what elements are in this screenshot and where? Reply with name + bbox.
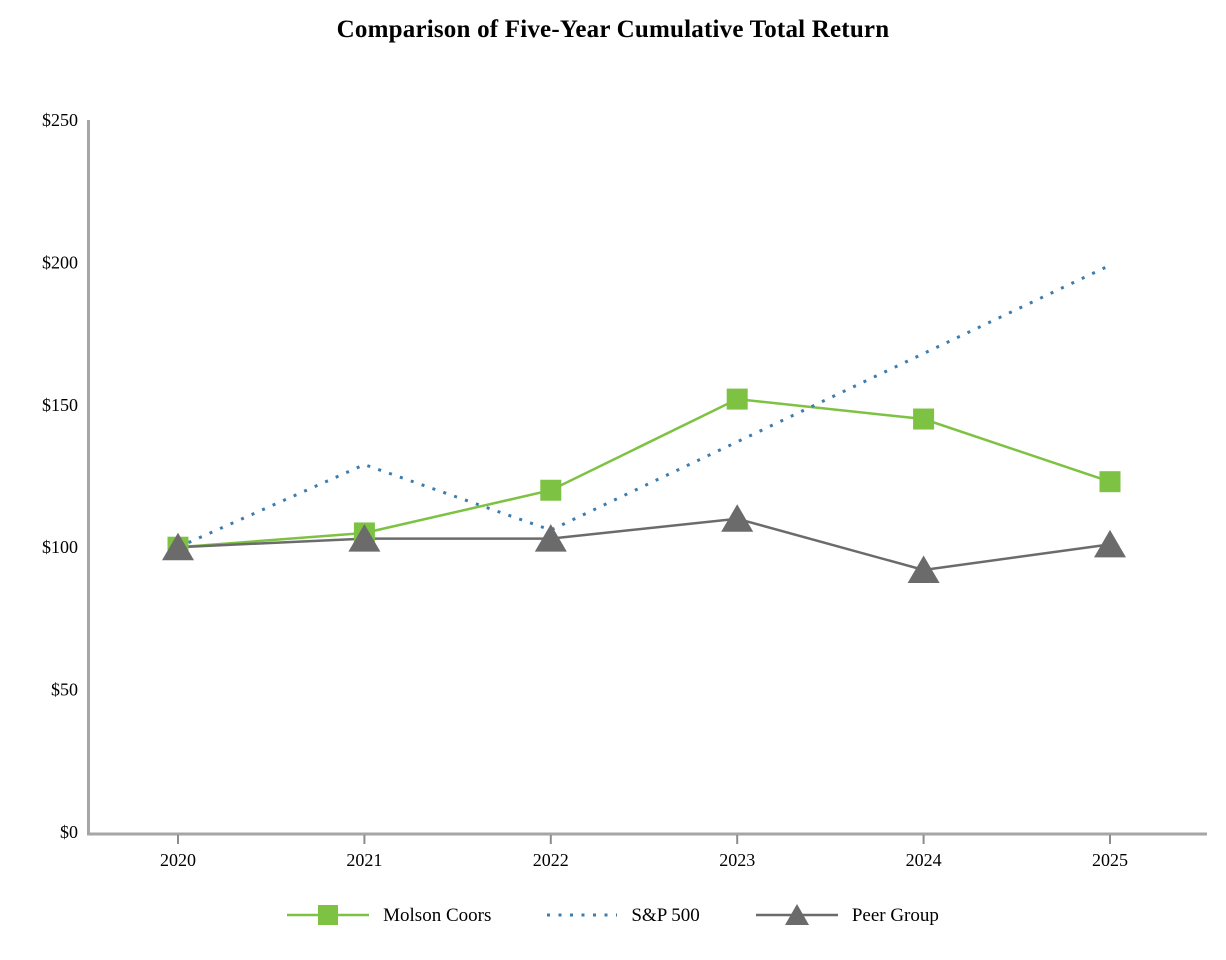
axes — [87, 120, 1207, 836]
y-tick-label: $50 — [51, 680, 78, 700]
triangle-marker-icon — [907, 555, 940, 583]
x-tick-label: 2021 — [346, 850, 382, 870]
x-tick-label: 2025 — [1092, 850, 1128, 870]
square-marker-icon — [540, 479, 562, 501]
chart-title: Comparison of Five-Year Cumulative Total… — [336, 16, 890, 43]
square-marker-icon — [913, 408, 935, 430]
legend-item-peer-group: Peer Group — [755, 901, 939, 929]
peer-group-swatch-icon — [755, 904, 838, 925]
x-axis-labels: 2020 2021 2022 2023 2024 2025 — [160, 835, 1128, 870]
triangle-marker-icon — [348, 524, 381, 552]
triangle-marker-icon — [721, 504, 754, 532]
legend-label-molson-coors: Molson Coors — [383, 904, 492, 926]
series-line-peer-group — [177, 517, 1111, 572]
legend-label-sp500: S&P 500 — [631, 904, 700, 926]
x-tick-label: 2022 — [533, 850, 569, 870]
x-tick-label: 2024 — [906, 850, 942, 870]
x-tick-label: 2020 — [160, 850, 196, 870]
y-tick-label: $150 — [42, 395, 78, 415]
square-marker-icon — [1099, 471, 1121, 493]
triangle-marker-icon — [162, 532, 194, 561]
y-tick-label: $200 — [42, 252, 78, 272]
y-tick-label: $0 — [60, 822, 78, 842]
legend-item-sp500: S&P 500 — [547, 901, 700, 929]
sp500-swatch-icon — [547, 913, 618, 917]
series-line-molson-coors — [177, 397, 1111, 549]
legend: Molson Coors S&P 500 Peer Group — [0, 901, 1226, 929]
y-axis-labels: $0 $50 $100 $150 $200 $250 — [42, 110, 78, 842]
square-marker-icon — [726, 388, 748, 410]
y-tick-label: $100 — [42, 537, 78, 557]
legend-item-molson-coors: Molson Coors — [287, 901, 491, 929]
molson-coors-swatch-icon — [287, 905, 370, 925]
triangle-marker-icon — [534, 524, 567, 552]
y-tick-label: $250 — [42, 110, 78, 130]
triangle-marker-icon — [1094, 529, 1126, 558]
legend-label-peer-group: Peer Group — [851, 904, 939, 926]
series-markers-peer-group — [162, 504, 1126, 583]
series-line-s-p-500 — [177, 263, 1111, 549]
series-markers-molson-coors — [167, 388, 1121, 558]
x-tick-label: 2023 — [719, 850, 755, 870]
